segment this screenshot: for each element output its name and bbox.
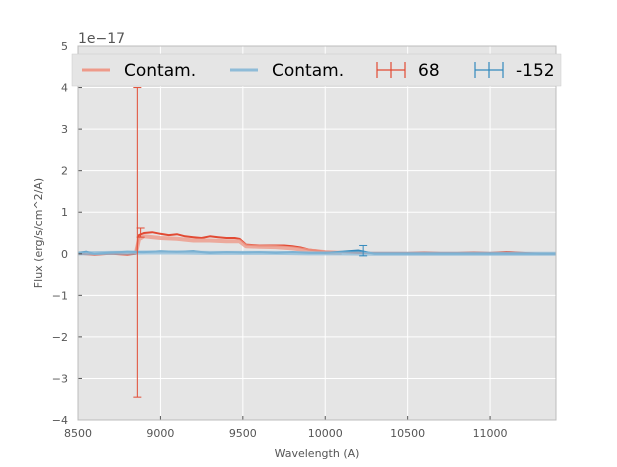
y-tick-label: −4: [52, 414, 68, 427]
y-tick-label: 5: [61, 40, 68, 53]
errorbar-layer: [133, 87, 368, 398]
legend-label: Contam.: [124, 61, 196, 81]
series-layer: [77, 231, 556, 256]
y-tick-label: 2: [61, 165, 68, 178]
y-offset-label: 1e−17: [78, 31, 125, 47]
x-axis-label: Wavelength (A): [275, 447, 360, 460]
x-tick-label: 10500: [390, 427, 425, 440]
series-line-1: [133, 234, 342, 255]
y-tick-label: 4: [61, 82, 68, 95]
y-tick-label: −2: [52, 331, 68, 344]
plot-frame: [77, 45, 557, 421]
x-tick-label: 10000: [308, 427, 343, 440]
y-tick-label: 0: [61, 248, 68, 261]
x-tick-label: 9000: [146, 427, 174, 440]
legend-label: 68: [418, 61, 440, 81]
legend: Contam. Contam. 68 -152: [71, 53, 562, 87]
series-line-3: [77, 250, 556, 256]
legend-label: -152: [516, 61, 555, 81]
y-tick-label: −1: [52, 289, 68, 302]
x-tick-label: 11000: [473, 427, 508, 440]
x-tick-label: 9500: [229, 427, 257, 440]
y-tick-label: 1: [61, 206, 68, 219]
legend-label: Contam.: [272, 61, 344, 81]
x-tick-label: 8500: [64, 427, 92, 440]
tick-layer: 8500 9000 9500 10000 10500 11000 −4 −3 −2 −1 0 1 2 3 4…: [52, 40, 557, 440]
y-axis-label: Flux (erg/s/cm^2/A): [32, 178, 45, 288]
y-tick-label: −3: [52, 372, 68, 385]
y-tick-label: 3: [61, 123, 68, 136]
